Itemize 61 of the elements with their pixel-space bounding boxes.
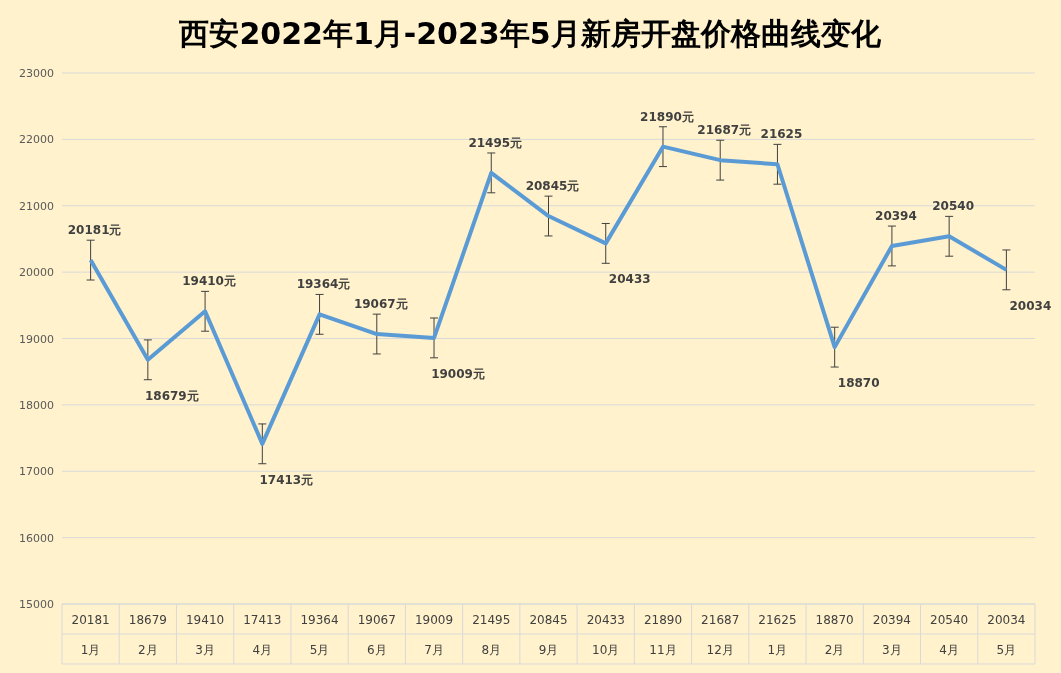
data-label: 21687	[701, 613, 740, 627]
data-label: 20433	[586, 613, 625, 627]
annotation: 20181元	[67, 223, 122, 238]
annotation: 20394	[875, 208, 917, 223]
y-tick-label: 20000	[19, 266, 54, 280]
y-tick-label: 15000	[19, 598, 54, 611]
x-tick-label: 7月	[424, 643, 444, 657]
x-tick-label: 6月	[366, 643, 387, 657]
y-tick-label: 19000	[19, 332, 54, 346]
data-label: 21890	[643, 613, 683, 627]
data-label: 20540	[930, 613, 969, 627]
x-tick-label: 10月	[592, 643, 620, 657]
x-tick-label: 4月	[939, 643, 959, 657]
y-tick-label: 17000	[19, 465, 54, 479]
annotation: 21890元	[640, 109, 694, 124]
annotation: 20845元	[525, 179, 580, 194]
annotation: 18870	[837, 376, 880, 391]
y-tick-label: 18000	[19, 398, 54, 412]
annotation: 18679元	[144, 388, 199, 403]
annotation: 20540	[932, 199, 975, 214]
x-tick-label: 8月	[481, 643, 502, 657]
data-label: 20845	[529, 613, 568, 627]
data-label: 18870	[815, 613, 854, 627]
x-tick-label: 9月	[538, 643, 559, 657]
x-tick-label: 3月	[195, 643, 215, 657]
x-tick-label: 4月	[252, 643, 273, 657]
chart-title: 西安2022年1月-2023年5月新房开盘价格曲线变化	[178, 16, 882, 51]
data-label: 19067	[357, 613, 396, 627]
y-tick-label: 21000	[19, 199, 54, 213]
data-label: 21495	[472, 613, 511, 627]
data-label: 19364	[300, 613, 339, 627]
annotation: 19410元	[182, 274, 236, 289]
annotation: 21625	[760, 127, 803, 142]
annotation: 21687元	[697, 123, 752, 138]
x-tick-label: 2月	[824, 643, 845, 657]
x-tick-label: 12月	[706, 643, 734, 657]
y-tick-label: 22000	[19, 133, 54, 147]
x-tick-label: 1月	[767, 643, 788, 657]
annotation: 20433	[608, 272, 651, 287]
annotation: 17413元	[259, 472, 314, 487]
x-tick-label: 1月	[80, 643, 101, 657]
data-label: 17413	[243, 613, 282, 627]
y-tick-label: 16000	[19, 531, 54, 545]
x-tick-label: 5月	[996, 643, 1017, 657]
annotation: 19009元	[431, 366, 485, 381]
data-label: 21625	[758, 613, 797, 627]
data-label: 19009	[414, 613, 454, 627]
x-tick-label: 5月	[309, 643, 330, 657]
data-label: 19410	[185, 613, 225, 627]
x-tick-label: 2月	[138, 643, 158, 657]
annotation: 21495元	[468, 135, 523, 150]
data-label: 20394	[872, 613, 912, 627]
annotation: 20034	[1009, 298, 1052, 313]
data-label: 20181	[71, 613, 110, 627]
annotation: 19067元	[353, 297, 408, 312]
annotation: 19364元	[296, 277, 351, 292]
x-tick-label: 11月	[649, 643, 677, 657]
data-label: 20034	[987, 613, 1026, 627]
data-label: 18679	[128, 613, 167, 627]
x-tick-label: 3月	[882, 643, 902, 657]
y-tick-label: 23000	[19, 67, 54, 80]
